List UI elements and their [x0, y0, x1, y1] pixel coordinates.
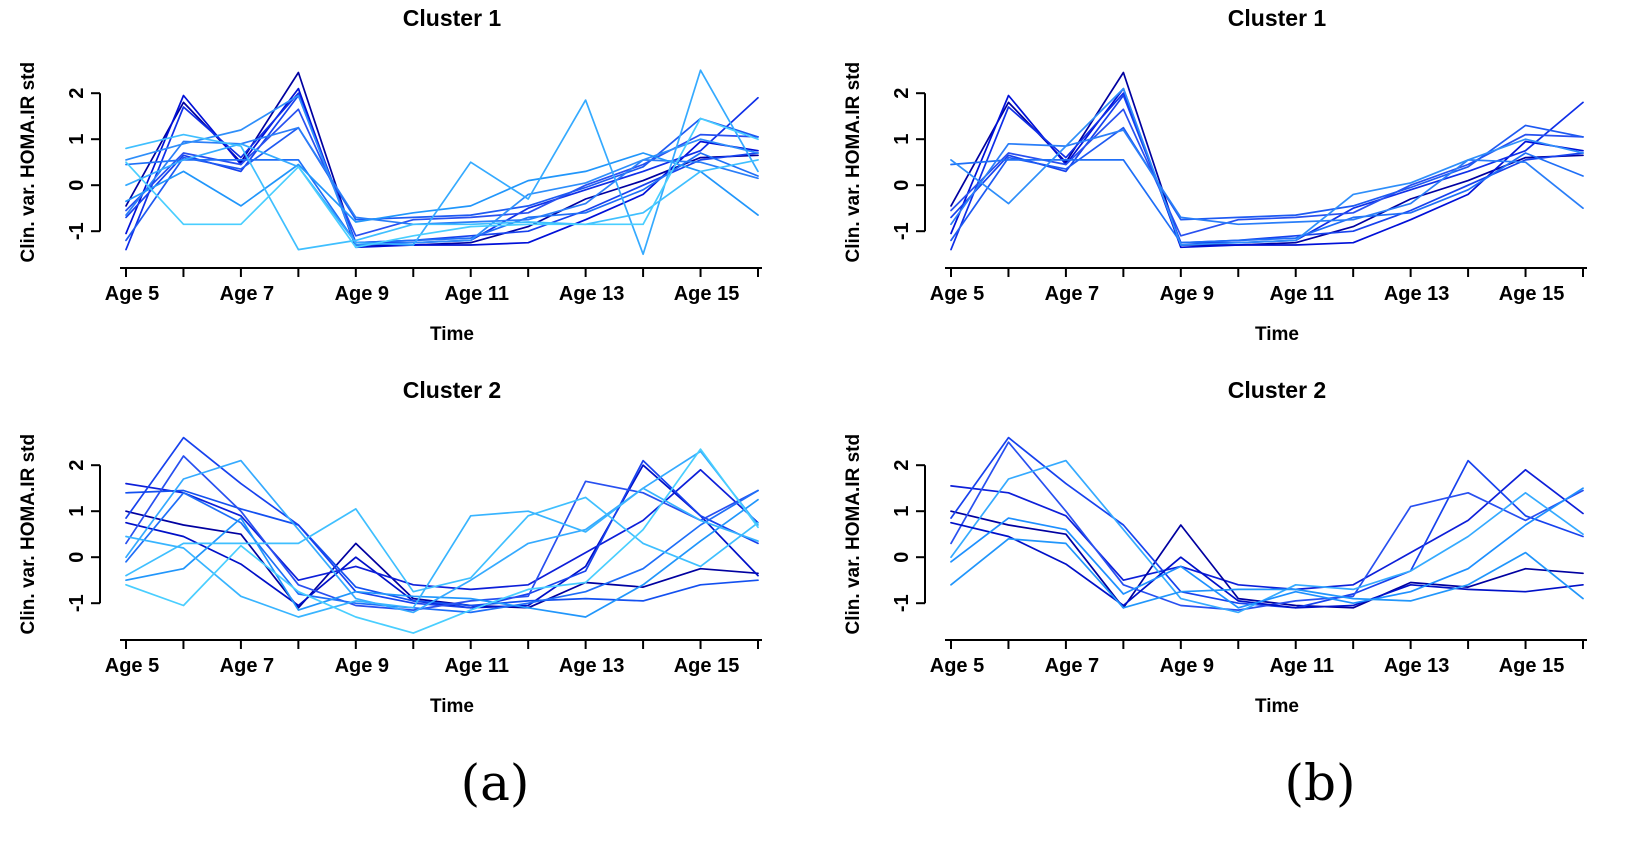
series-line — [950, 436, 1584, 609]
series-line — [950, 537, 1584, 609]
series-line — [950, 468, 1584, 591]
y-tick-label: 2 — [891, 88, 913, 99]
x-tick-label: Age 7 — [1045, 283, 1099, 305]
y-tick-label: 0 — [891, 180, 913, 191]
y-axis-label: Clin. var. HOMA.IR std — [18, 62, 39, 263]
x-tick-label: Age 11 — [444, 655, 508, 677]
series-line — [125, 489, 759, 607]
series-line — [950, 94, 1584, 244]
series-line — [125, 496, 759, 593]
series-line — [950, 459, 1584, 614]
series-line — [125, 436, 759, 609]
x-tick-label: Age 15 — [674, 655, 740, 677]
y-tick-label: -1 — [891, 222, 913, 240]
y-tick-label: 0 — [891, 552, 913, 563]
y-tick-label: -1 — [66, 222, 88, 240]
series-line — [950, 441, 1584, 611]
series-line — [950, 129, 1584, 226]
series-line — [950, 487, 1584, 609]
series-line — [125, 117, 759, 242]
x-tick-label: Age 15 — [1499, 655, 1565, 677]
chart-title: Cluster 1 — [403, 5, 502, 31]
y-tick-label: 1 — [891, 506, 913, 517]
series-line — [950, 92, 1584, 251]
series-line — [950, 510, 1584, 609]
series-line — [950, 87, 1584, 246]
y-tick-label: -1 — [891, 594, 913, 612]
x-tick-label: Age 9 — [1160, 283, 1214, 305]
series-line — [950, 87, 1584, 249]
x-tick-label: Age 13 — [1384, 655, 1450, 677]
chart-title: Cluster 1 — [1228, 5, 1327, 31]
x-tick-label: Age 9 — [335, 655, 389, 677]
x-tick-label: Age 11 — [444, 283, 508, 305]
y-tick-label: 2 — [66, 460, 88, 471]
series-line — [125, 489, 759, 614]
x-tick-label: Age 11 — [1269, 655, 1333, 677]
y-axis-label: Clin. var. HOMA.IR std — [843, 62, 864, 263]
series-line — [950, 152, 1584, 244]
x-tick-label: Age 13 — [1384, 283, 1450, 305]
series-line — [125, 152, 759, 223]
series-line — [125, 487, 759, 618]
x-axis-label: Time — [430, 696, 474, 717]
chart-title: Cluster 2 — [1228, 377, 1326, 403]
x-axis-label: Time — [1255, 696, 1299, 717]
series-line — [125, 117, 759, 249]
x-tick-label: Age 5 — [930, 655, 984, 677]
y-tick-label: 2 — [66, 88, 88, 99]
series-line — [125, 498, 759, 618]
subfigure-caption-a: (a) — [460, 754, 530, 812]
series-line — [125, 464, 759, 609]
series-line — [125, 510, 759, 609]
y-tick-label: 2 — [891, 460, 913, 471]
x-tick-label: Age 9 — [335, 283, 389, 305]
y-tick-label: 0 — [66, 180, 88, 191]
x-tick-label: Age 5 — [105, 283, 159, 305]
x-tick-label: Age 7 — [220, 283, 274, 305]
x-tick-label: Age 13 — [559, 283, 625, 305]
y-tick-label: 0 — [66, 552, 88, 563]
x-tick-label: Age 5 — [105, 655, 159, 677]
series-line — [125, 152, 759, 244]
series-line — [125, 87, 759, 249]
x-tick-label: Age 15 — [1499, 283, 1565, 305]
line-chart-cluster2-b: Cluster 2 -1 0 1 2 Clin. var. HOMA.IR std Age … — [825, 372, 1650, 744]
x-axis-label: Time — [1255, 324, 1299, 345]
y-axis-label: Clin. var. HOMA.IR std — [843, 434, 864, 635]
y-tick-label: 1 — [66, 506, 88, 517]
subfigure-caption-b: (b) — [1284, 754, 1356, 812]
x-tick-label: Age 5 — [930, 283, 984, 305]
series-line — [950, 521, 1584, 609]
series-line — [125, 94, 759, 244]
y-tick-label: 1 — [66, 134, 88, 145]
series-line — [125, 450, 759, 614]
series-line — [125, 448, 759, 634]
series-line — [125, 92, 759, 251]
x-tick-label: Age 13 — [559, 655, 625, 677]
x-axis-label: Time — [430, 324, 474, 345]
series-line — [125, 455, 759, 611]
line-chart-cluster1-b: Cluster 1 -1 0 1 2 Clin. var. HOMA.IR std Age … — [825, 0, 1650, 372]
line-chart-cluster1-a: Cluster 1 -1 0 1 2 Clin. var. HOMA.IR std Age … — [0, 0, 825, 372]
y-axis-label: Clin. var. HOMA.IR std — [18, 434, 39, 635]
series-line — [125, 69, 759, 256]
y-tick-label: -1 — [66, 594, 88, 612]
chart-title: Cluster 2 — [403, 377, 501, 403]
line-chart-cluster2-a: Cluster 2 -1 0 1 2 Clin. var. HOMA.IR std Age … — [0, 372, 825, 744]
series-line — [125, 468, 759, 591]
x-tick-label: Age 11 — [1269, 283, 1333, 305]
y-tick-label: 1 — [891, 134, 913, 145]
x-tick-label: Age 7 — [1045, 655, 1099, 677]
x-tick-label: Age 9 — [1160, 655, 1214, 677]
x-tick-label: Age 7 — [220, 655, 274, 677]
x-tick-label: Age 15 — [674, 283, 740, 305]
